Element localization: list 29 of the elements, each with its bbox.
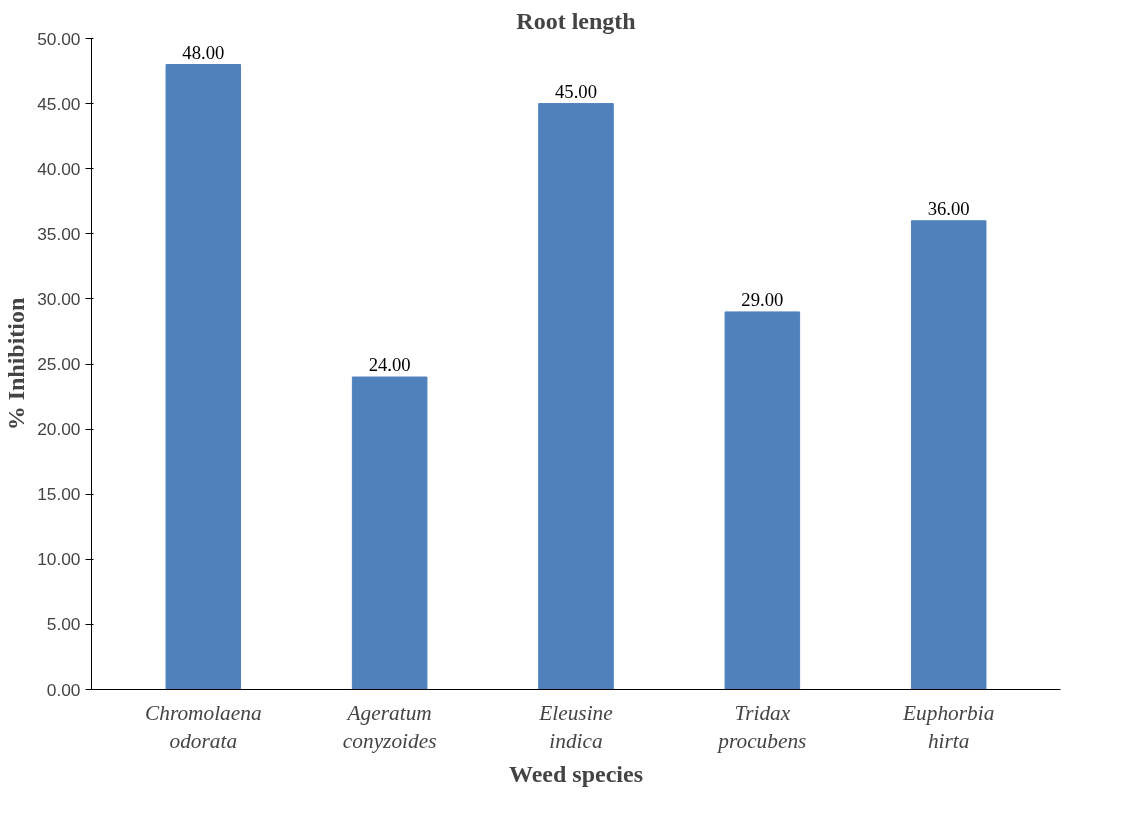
bar — [165, 64, 242, 690]
x-tick-label: Chromolaena odorata — [145, 700, 262, 754]
y-tick-label: 50.00 — [37, 28, 81, 49]
chart-title: Root length — [516, 7, 636, 34]
data-label: 36.00 — [927, 197, 970, 219]
data-label: 48.00 — [182, 41, 225, 63]
y-tick-label: 40.00 — [37, 158, 81, 179]
y-tick-label: 20.00 — [37, 419, 81, 440]
bar — [538, 103, 614, 690]
y-tick-label: 0.00 — [46, 679, 81, 700]
bar — [351, 376, 428, 690]
x-tick-label: Tridax procubens — [716, 700, 807, 754]
y-tick-label: 5.00 — [46, 614, 81, 635]
y-tick-label: 25.00 — [37, 354, 81, 374]
y-tick-label: 15.00 — [37, 484, 81, 505]
bar — [910, 220, 987, 690]
y-tick-label: 45.00 — [37, 93, 81, 114]
bar — [724, 311, 801, 690]
data-label: 24.00 — [368, 354, 411, 376]
x-tick-label: Eleusine indica — [538, 700, 613, 754]
data-label: 29.00 — [741, 288, 784, 310]
x-tick-label: Ageratum conyzoides — [342, 700, 437, 754]
y-tick-label: 35.00 — [37, 223, 81, 244]
x-tick-label: Euphorbia hirta — [902, 700, 995, 754]
y-tick-label: 30.00 — [37, 288, 81, 309]
x-axis-title: Weed species — [509, 761, 643, 788]
y-axis-title: % Inhibition — [3, 297, 30, 431]
y-tick-label: 10.00 — [37, 549, 81, 570]
data-label: 45.00 — [555, 80, 597, 102]
